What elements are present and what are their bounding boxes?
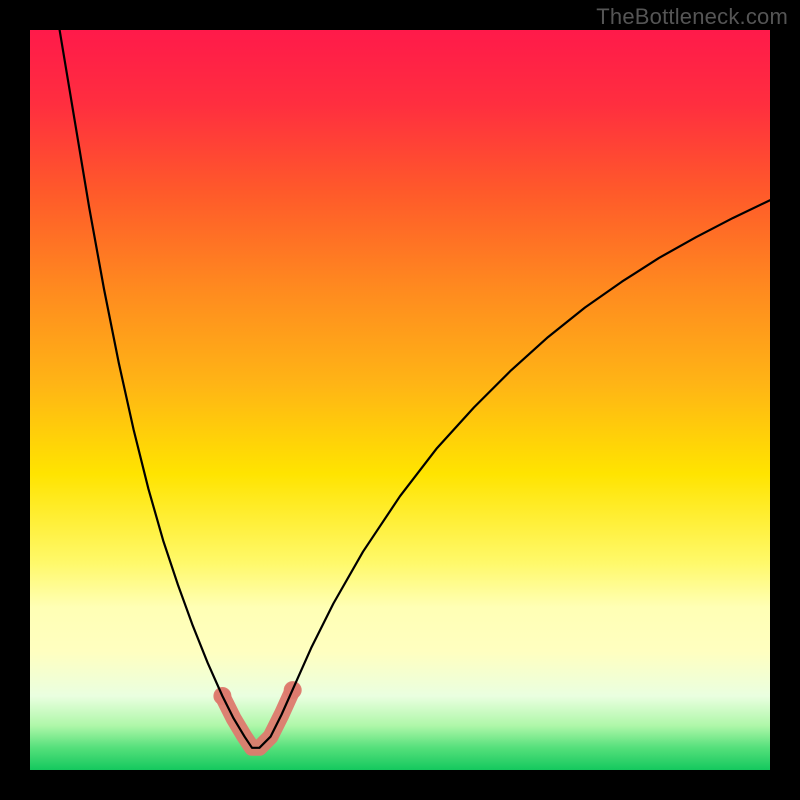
attribution-label: TheBottleneck.com: [596, 4, 788, 30]
plot-gradient-background: [30, 30, 770, 770]
chart-svg: [0, 0, 800, 800]
bottleneck-chart: TheBottleneck.com: [0, 0, 800, 800]
